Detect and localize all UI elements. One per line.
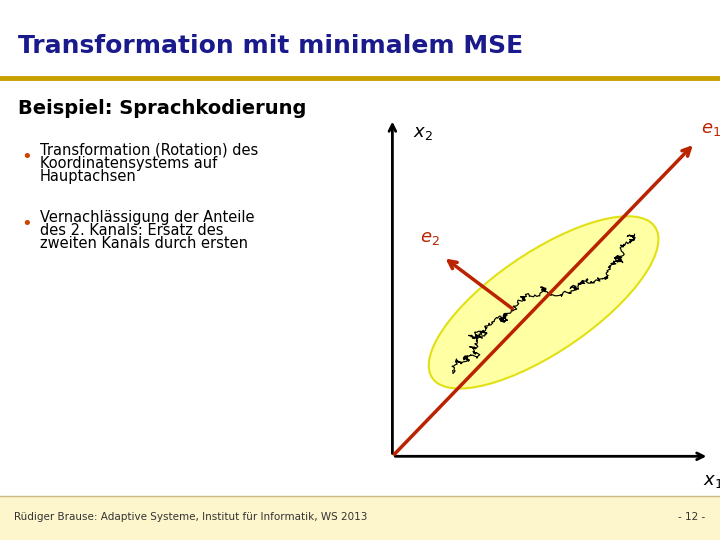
Text: Rüdiger Brause: Adaptive Systeme, Institut für Informatik, WS 2013: Rüdiger Brause: Adaptive Systeme, Instit… bbox=[14, 512, 368, 522]
Text: $e_2$: $e_2$ bbox=[420, 229, 440, 247]
Text: Vernachlässigung der Anteile: Vernachlässigung der Anteile bbox=[40, 210, 254, 225]
Text: Koordinatensystems auf: Koordinatensystems auf bbox=[40, 156, 217, 171]
Bar bbox=[0, 497, 720, 540]
Text: $x_2$: $x_2$ bbox=[413, 124, 433, 142]
Text: Hauptachsen: Hauptachsen bbox=[40, 168, 136, 184]
Text: •: • bbox=[22, 147, 32, 166]
Text: $x_1$: $x_1$ bbox=[703, 472, 720, 490]
Ellipse shape bbox=[428, 216, 659, 389]
Text: Transformation mit minimalem MSE: Transformation mit minimalem MSE bbox=[18, 34, 523, 58]
Text: Transformation (Rotation) des: Transformation (Rotation) des bbox=[40, 143, 258, 158]
Text: zweiten Kanals durch ersten: zweiten Kanals durch ersten bbox=[40, 236, 248, 251]
Bar bbox=[0, 78, 720, 497]
Text: $e_1$: $e_1$ bbox=[701, 120, 720, 138]
Text: •: • bbox=[22, 215, 32, 233]
Text: Beispiel: Sprachkodierung: Beispiel: Sprachkodierung bbox=[18, 98, 307, 118]
Text: des 2. Kanals: Ersatz des: des 2. Kanals: Ersatz des bbox=[40, 223, 223, 238]
Text: - 12 -: - 12 - bbox=[678, 512, 706, 522]
